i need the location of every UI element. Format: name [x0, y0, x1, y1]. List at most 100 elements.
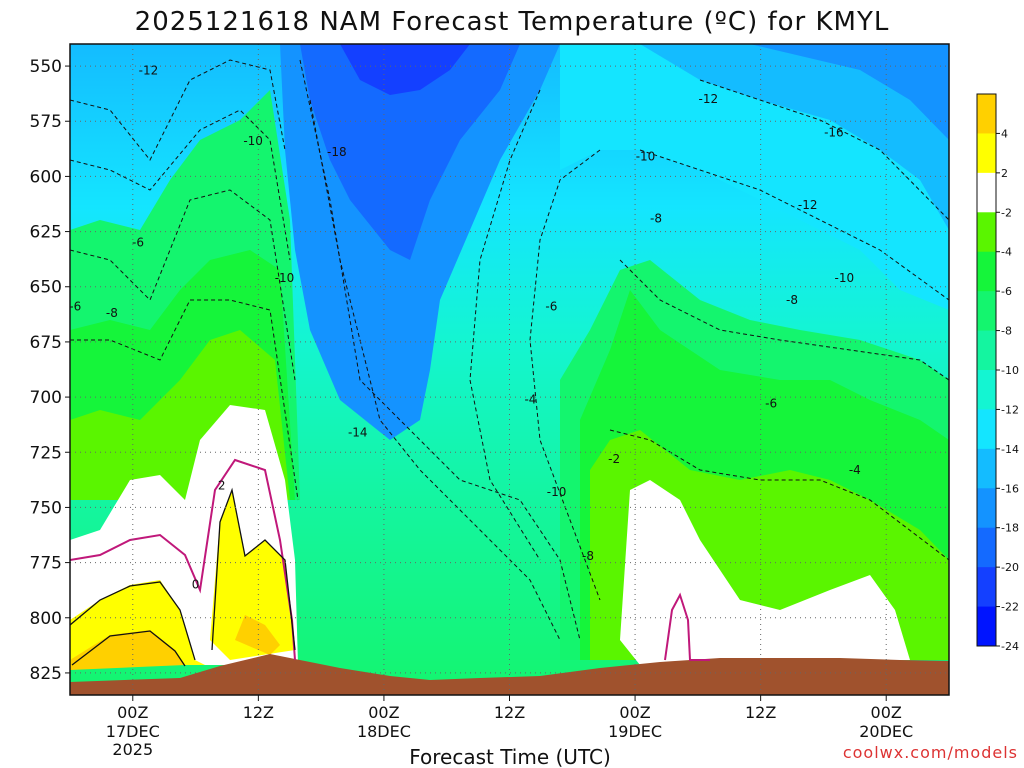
warm-contour	[211, 487, 296, 651]
isotherm-line	[469, 89, 541, 561]
isotherm-line	[309, 99, 561, 641]
x-tick-date: 19DEC	[608, 722, 662, 741]
y-tick-label: 650	[30, 278, 62, 298]
contour-label: -6	[765, 397, 777, 411]
x-axis-label: Forecast Time (UTC)	[409, 745, 611, 768]
colorbar-swatch	[977, 133, 996, 174]
contour-label: -10	[243, 134, 263, 148]
colorbar-label: -18	[1001, 522, 1019, 535]
x-tick-year: 2025	[112, 740, 153, 759]
isotherm-line	[70, 189, 296, 381]
contour-label: -4	[849, 463, 861, 477]
contour-label: -12	[699, 92, 719, 106]
band-gold-left-2	[235, 615, 280, 655]
contour-label: -10	[636, 150, 656, 164]
colorbar-swatch	[977, 251, 996, 292]
colorbar-swatch	[977, 291, 996, 332]
contour-label: -8	[786, 293, 798, 307]
contour-label: -12	[798, 198, 818, 212]
y-tick-label: 825	[30, 664, 62, 684]
x-tick-label: 12Z	[745, 703, 776, 722]
colorbar-label: -24	[1001, 640, 1019, 653]
x-tick-label: 12Z	[494, 703, 525, 722]
warm-contour	[71, 630, 186, 667]
terrain-mask	[70, 654, 949, 695]
credit-text: coolwx.com/models	[843, 743, 1018, 762]
y-tick-label: 800	[30, 609, 62, 629]
contour-label: -8	[582, 549, 594, 563]
colorbar-label: -14	[1001, 443, 1019, 456]
band-gold-left	[70, 630, 185, 670]
x-tick-label: 00Z	[619, 703, 650, 722]
colorbar-label: -4	[1001, 246, 1012, 259]
colorbar-swatch	[977, 448, 996, 489]
colorbar-label: -16	[1001, 482, 1019, 495]
freezing-line	[70, 458, 296, 661]
colorbar-label: -8	[1001, 325, 1012, 338]
band-lightblue-right	[640, 44, 949, 230]
isotherm-line	[529, 149, 601, 601]
y-tick-label: 625	[30, 223, 62, 243]
contour-label: -8	[650, 211, 662, 225]
y-tick-label: 750	[30, 498, 62, 518]
y-tick-label: 575	[30, 112, 62, 132]
chart-title: 2025121618 NAM Forecast Temperature (ºC)…	[135, 7, 890, 37]
band-cold-core	[300, 44, 520, 260]
colorbar-swatch	[977, 409, 996, 450]
y-tick-label: 600	[30, 167, 62, 187]
isotherm-line	[699, 79, 949, 221]
isotherm-line	[619, 259, 949, 381]
isotherm-line	[299, 59, 581, 641]
warm-contour	[70, 581, 196, 661]
isotherm-line	[639, 149, 949, 301]
contour-label: -4	[524, 392, 536, 406]
colorbar: 4 2 -2 -4 -6 -8 -10 -12 -14 -16 -18 -20 -22 -24	[976, 93, 1019, 653]
isotherms	[70, 59, 949, 641]
y-tick-label: 725	[30, 443, 62, 463]
contour-label: -8	[106, 306, 118, 320]
colorbar-swatch	[977, 330, 996, 371]
contour-label: 2	[218, 478, 226, 492]
contour-label: -2	[608, 452, 620, 466]
isotherm-line	[70, 59, 286, 161]
grid	[70, 44, 949, 695]
x-tick-date: 18DEC	[357, 722, 411, 741]
isotherm-line	[70, 109, 291, 261]
contour-labels: -12 -10 -18 -12 -16 -10 -8 -12 -6 -10 -10 -6 -8 -6 -8 -…	[69, 63, 861, 591]
y-tick-label: 675	[30, 333, 62, 353]
colorbar-swatch	[977, 488, 996, 529]
band-yellow-left-2	[210, 490, 295, 660]
contour-label: -12	[139, 63, 159, 77]
x-tick-label: 00Z	[368, 703, 399, 722]
colorbar-swatch	[977, 567, 996, 608]
contour-label: -6	[69, 300, 81, 314]
y-tick-label: 775	[30, 554, 62, 574]
colorbar-swatch	[977, 527, 996, 568]
warm-contours	[70, 487, 296, 667]
colorbar-swatch	[977, 370, 996, 410]
contour-label: -10	[835, 271, 855, 285]
colorbar-label: -22	[1001, 601, 1019, 614]
band-cold-center	[340, 44, 470, 95]
contour-label: -6	[545, 300, 557, 314]
colorbar-swatch	[977, 94, 996, 134]
freezing-line	[664, 592, 710, 661]
contour-label: -16	[824, 125, 844, 139]
contour-label: 0	[192, 578, 200, 592]
band-white-right	[620, 480, 910, 665]
y-axis: 550 575 600 625 650 675 700 725 750 775 800 825	[30, 57, 70, 684]
freezing-lines	[70, 458, 710, 661]
contour-label: -18	[327, 145, 347, 159]
isotherm-line	[609, 429, 949, 561]
y-tick-label: 700	[30, 388, 62, 408]
colorbar-swatch	[977, 172, 996, 213]
contour-label: -14	[348, 425, 368, 439]
colorbar-swatch	[977, 606, 996, 647]
x-tick-label: 00Z	[117, 703, 148, 722]
colorbar-label: -6	[1001, 285, 1012, 298]
contour-label: -10	[547, 485, 567, 499]
colorbar-label: 4	[1001, 127, 1008, 140]
colorbar-label: 2	[1001, 167, 1008, 180]
band-blue-right	[750, 44, 949, 140]
